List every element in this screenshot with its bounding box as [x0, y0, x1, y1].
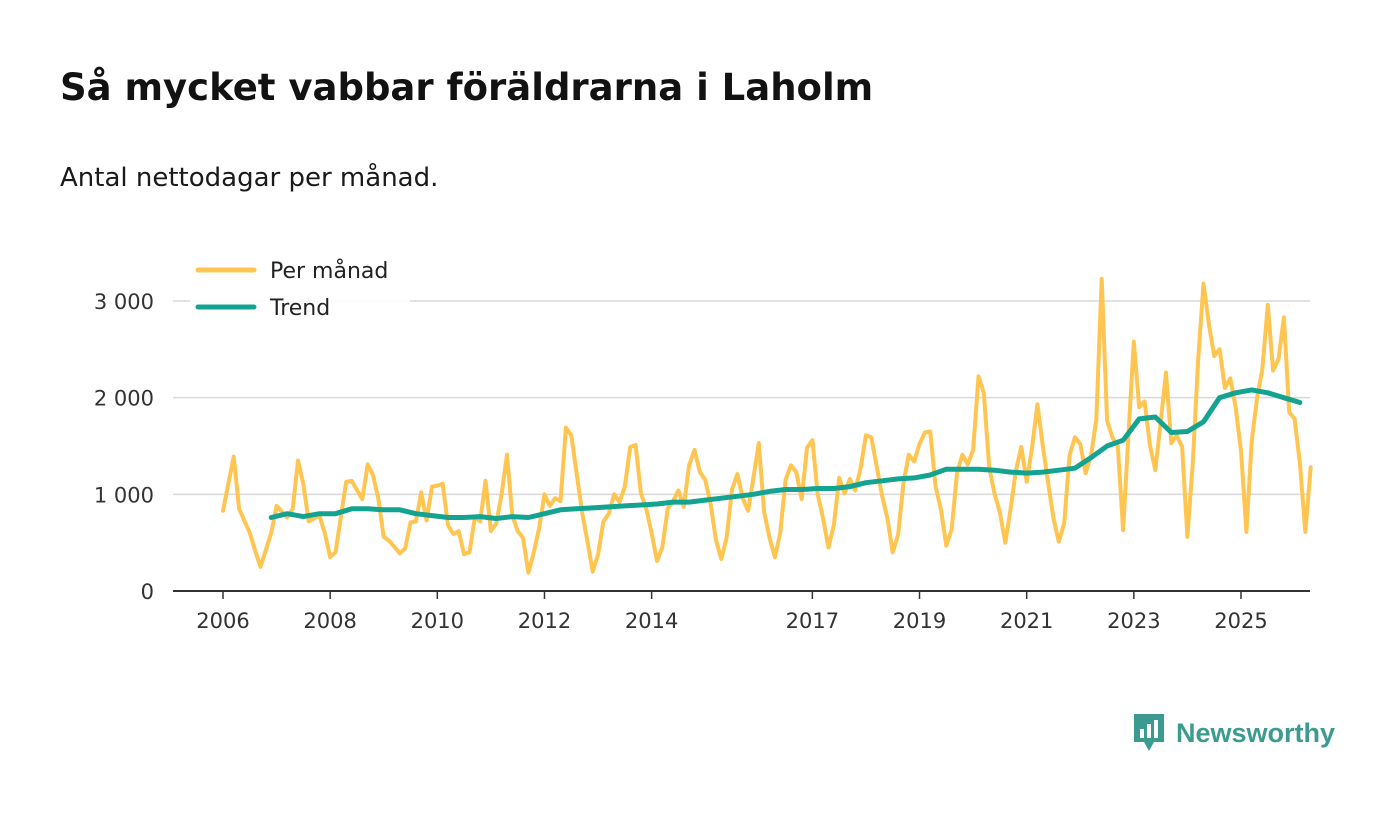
brand-name: Newsworthy: [1176, 717, 1336, 748]
x-tick-label: 2017: [786, 609, 839, 633]
legend-label-trend: Trend: [269, 296, 330, 321]
series-line-monthly: [221, 276, 1313, 575]
x-tick-label: 2010: [411, 609, 464, 633]
legend: Per månad Trend: [190, 252, 410, 326]
x-tick-label: 2006: [196, 609, 249, 633]
legend-background: [190, 252, 410, 326]
x-tick-label: 2008: [303, 609, 356, 633]
y-axis-ticks: 0 1 000 2 000 3 000: [94, 290, 154, 604]
y-tick-label: 1 000: [94, 483, 154, 507]
x-tick-label: 2021: [1000, 609, 1053, 633]
legend-label-monthly: Per månad: [270, 258, 388, 284]
chart-title: Så mycket vabbar föräldrarna i Laholm: [60, 66, 874, 109]
x-tick-label: 2012: [518, 609, 571, 633]
x-tick-label: 2023: [1107, 609, 1160, 633]
x-tick-label: 2014: [625, 609, 678, 633]
y-tick-label: 2 000: [94, 387, 154, 411]
chart-subtitle: Antal nettodagar per månad.: [60, 163, 439, 193]
series-lines: [221, 276, 1313, 575]
x-axis-ticks: 2006 2008 2010 2012 2014 2017 2019 2021 2023 2025: [196, 591, 1268, 633]
series-line-trend: [268, 387, 1303, 521]
x-tick-label: 2025: [1214, 609, 1267, 633]
newsworthy-logo-icon: [1134, 714, 1164, 751]
y-tick-label: 3 000: [94, 290, 154, 314]
brand-logo: Newsworthy: [1132, 712, 1335, 754]
y-tick-label: 0: [141, 580, 154, 604]
x-tick-label: 2019: [893, 609, 946, 633]
